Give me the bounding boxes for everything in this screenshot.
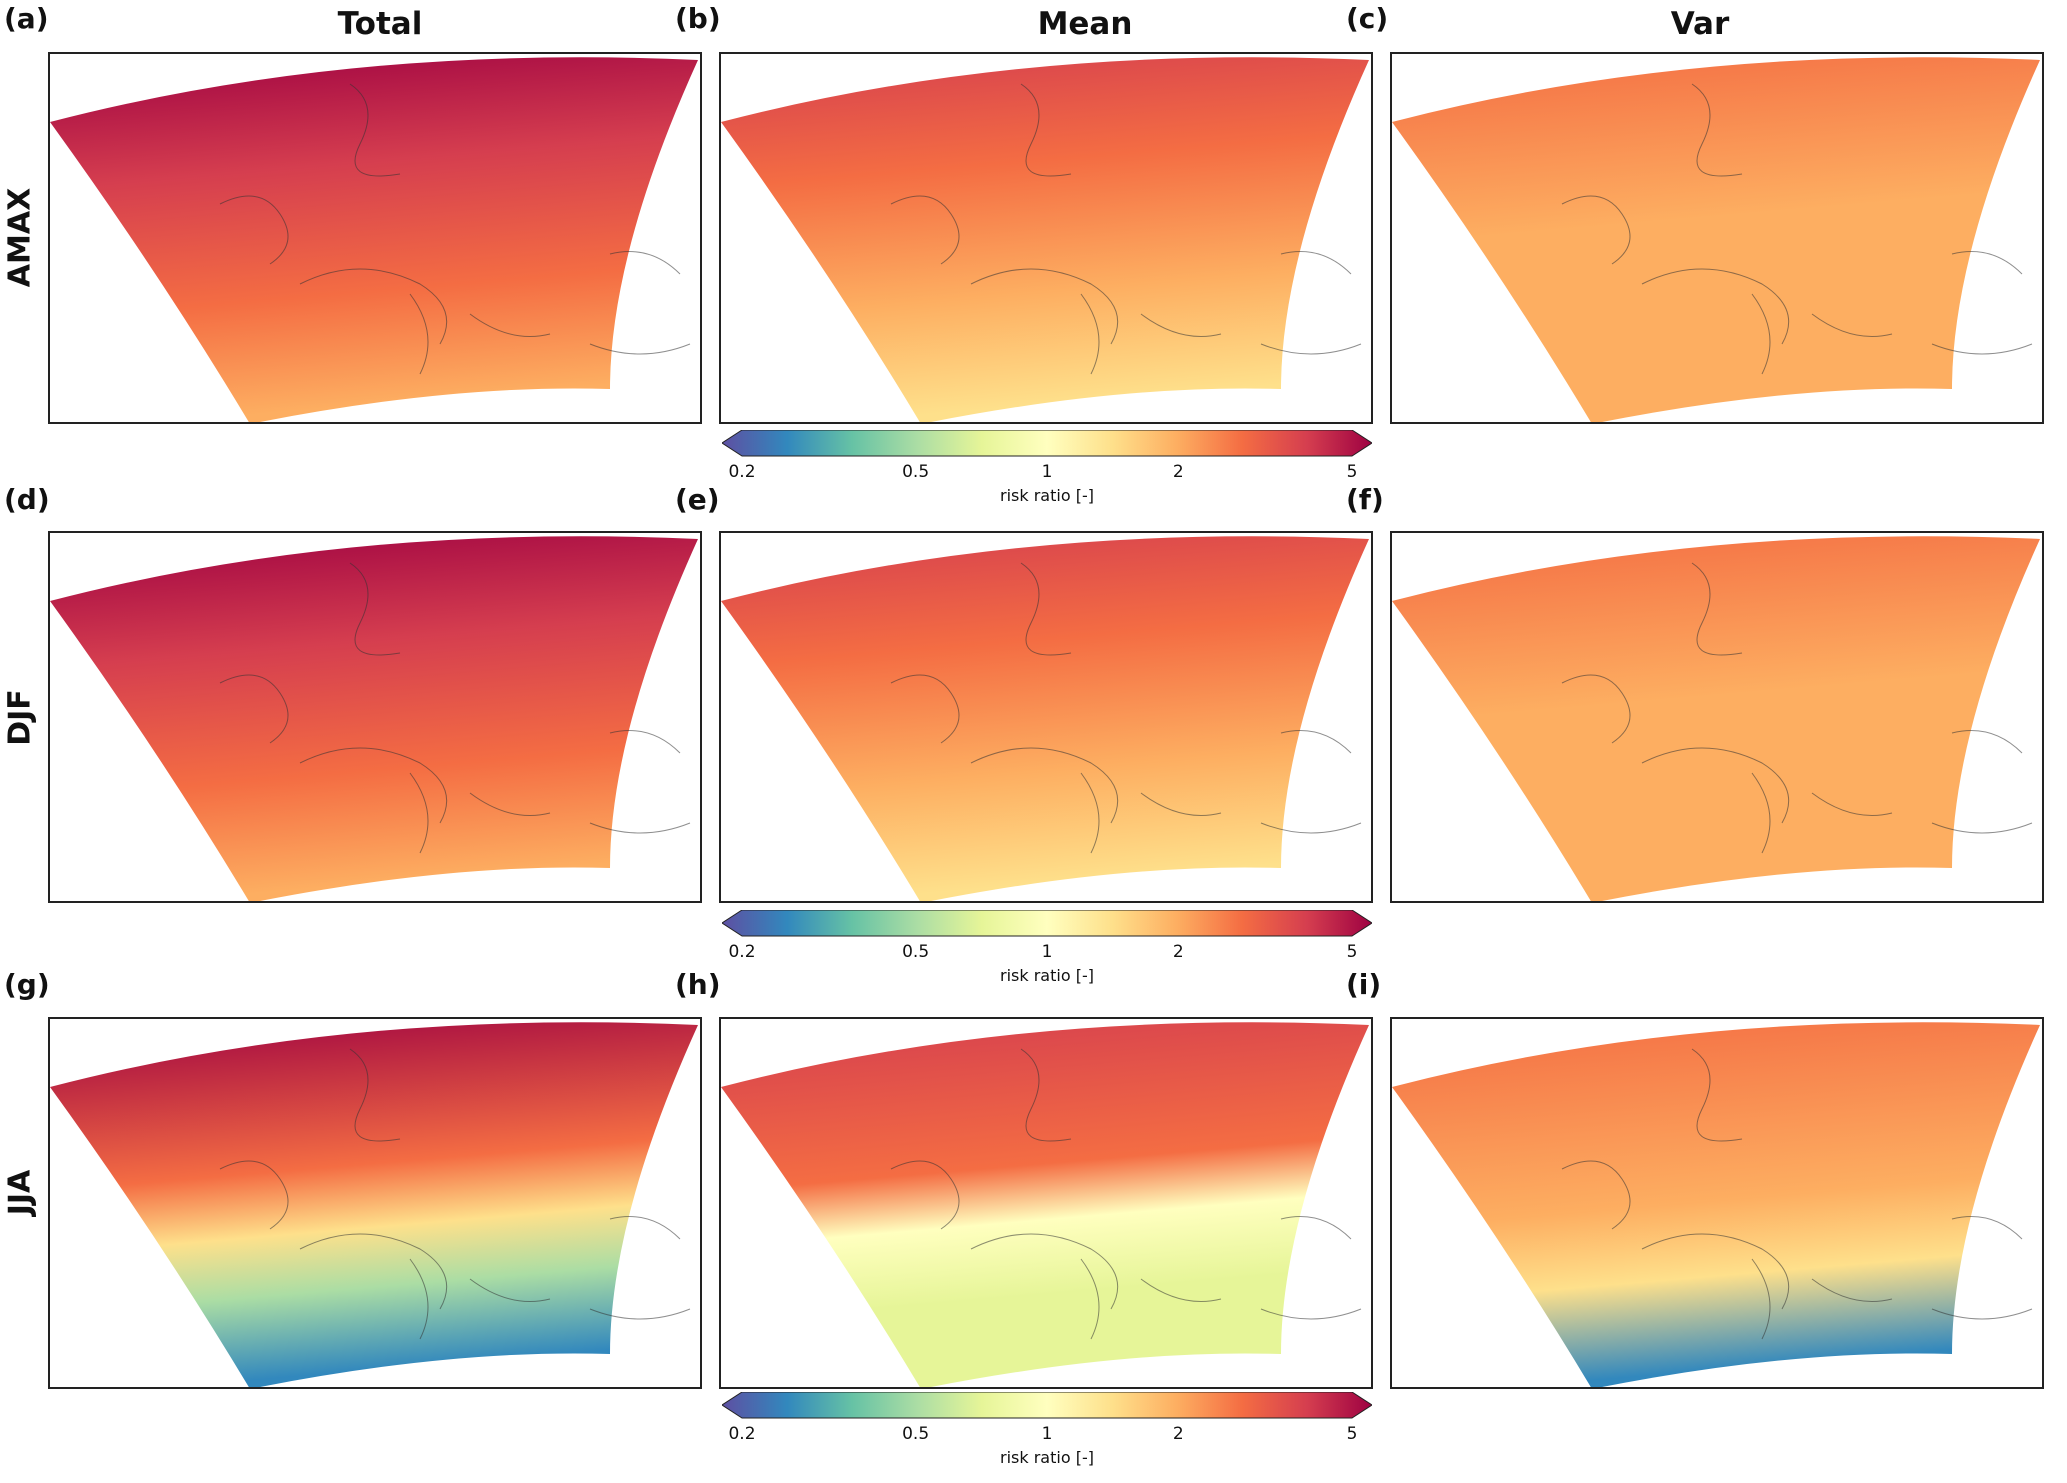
colorbar-tick-label: 2 — [1172, 1424, 1184, 1444]
colorbar-tick-label: 0.2 — [728, 1424, 756, 1444]
risk-ratio-field — [1392, 536, 2040, 901]
map-field — [1392, 57, 2040, 422]
colorbar-label: risk ratio [-] — [1000, 486, 1094, 505]
row-label-jja: JJA — [2, 1169, 38, 1216]
coastline — [890, 1048, 1362, 1340]
colorbar-body — [722, 910, 1372, 937]
risk-ratio-field — [1392, 1022, 2040, 1387]
panel-letter: (h) — [675, 968, 721, 1001]
panel-letter: (e) — [675, 483, 720, 516]
colorbar-tick-label: 1 — [1041, 1424, 1053, 1444]
map-panel — [719, 1017, 1373, 1389]
risk-ratio-field — [721, 536, 1369, 901]
coastline — [219, 83, 691, 375]
column-title-mean: Mean — [1037, 6, 1133, 42]
colorbar-body — [722, 430, 1372, 457]
map-field — [721, 536, 1369, 901]
coastline — [219, 562, 691, 854]
colorbar-tick-label: 0.2 — [728, 462, 756, 482]
row-label-djf: DJF — [2, 689, 38, 746]
map-panel — [48, 52, 702, 424]
coastline — [1561, 562, 2033, 854]
panel-letter: (a) — [4, 2, 49, 35]
colorbar-tick-label: 1 — [1041, 462, 1053, 482]
map-field — [721, 1022, 1369, 1387]
colorbar-tick-label: 1 — [1041, 942, 1053, 962]
colorbar-label: risk ratio [-] — [1000, 1448, 1094, 1467]
colorbar-tick-label: 0.5 — [902, 942, 930, 962]
coastline — [219, 1048, 691, 1340]
coastline — [1561, 1048, 2033, 1340]
coastline — [1561, 83, 2033, 375]
panel-letter: (d) — [4, 483, 50, 516]
coastline — [890, 83, 1362, 375]
panel-letter: (c) — [1346, 2, 1389, 35]
map-panel — [719, 531, 1373, 903]
map-panel — [48, 1017, 702, 1389]
colorbar-tick-label: 0.2 — [728, 942, 756, 962]
map-field — [1392, 536, 2040, 901]
map-field — [721, 57, 1369, 422]
risk-ratio-field — [50, 57, 698, 422]
risk-ratio-field — [1392, 57, 2040, 422]
panel-letter: (f) — [1346, 483, 1384, 516]
colorbar-tick-label: 2 — [1172, 942, 1184, 962]
colorbar-tick-label: 5 — [1346, 462, 1358, 482]
map-field — [50, 536, 698, 901]
map-panel — [1390, 52, 2044, 424]
colorbar — [722, 1392, 1372, 1419]
column-title-var: Var — [1670, 6, 1730, 42]
map-panel — [719, 52, 1373, 424]
map-panel — [1390, 1017, 2044, 1389]
panel-letter: (b) — [675, 2, 721, 35]
colorbar-body — [722, 1392, 1372, 1419]
risk-ratio-field — [721, 57, 1369, 422]
risk-ratio-field — [50, 536, 698, 901]
row-label-amax: AMAX — [2, 187, 38, 288]
risk-ratio-field — [50, 1022, 698, 1387]
colorbar — [722, 430, 1372, 457]
colorbar — [722, 910, 1372, 937]
colorbar-tick-label: 5 — [1346, 942, 1358, 962]
colorbar-tick-label: 5 — [1346, 1424, 1358, 1444]
map-field — [1392, 1022, 2040, 1387]
colorbar-tick-label: 0.5 — [902, 462, 930, 482]
risk-ratio-field — [721, 1022, 1369, 1387]
colorbar-tick-label: 2 — [1172, 462, 1184, 482]
panel-letter: (i) — [1346, 968, 1382, 1001]
panel-letter: (g) — [4, 968, 50, 1001]
coastline — [890, 562, 1362, 854]
map-field — [50, 1022, 698, 1387]
colorbar-tick-label: 0.5 — [902, 1424, 930, 1444]
map-panel — [1390, 531, 2044, 903]
map-panel — [48, 531, 702, 903]
colorbar-label: risk ratio [-] — [1000, 966, 1094, 985]
map-field — [50, 57, 698, 422]
column-title-total: Total — [337, 6, 423, 42]
